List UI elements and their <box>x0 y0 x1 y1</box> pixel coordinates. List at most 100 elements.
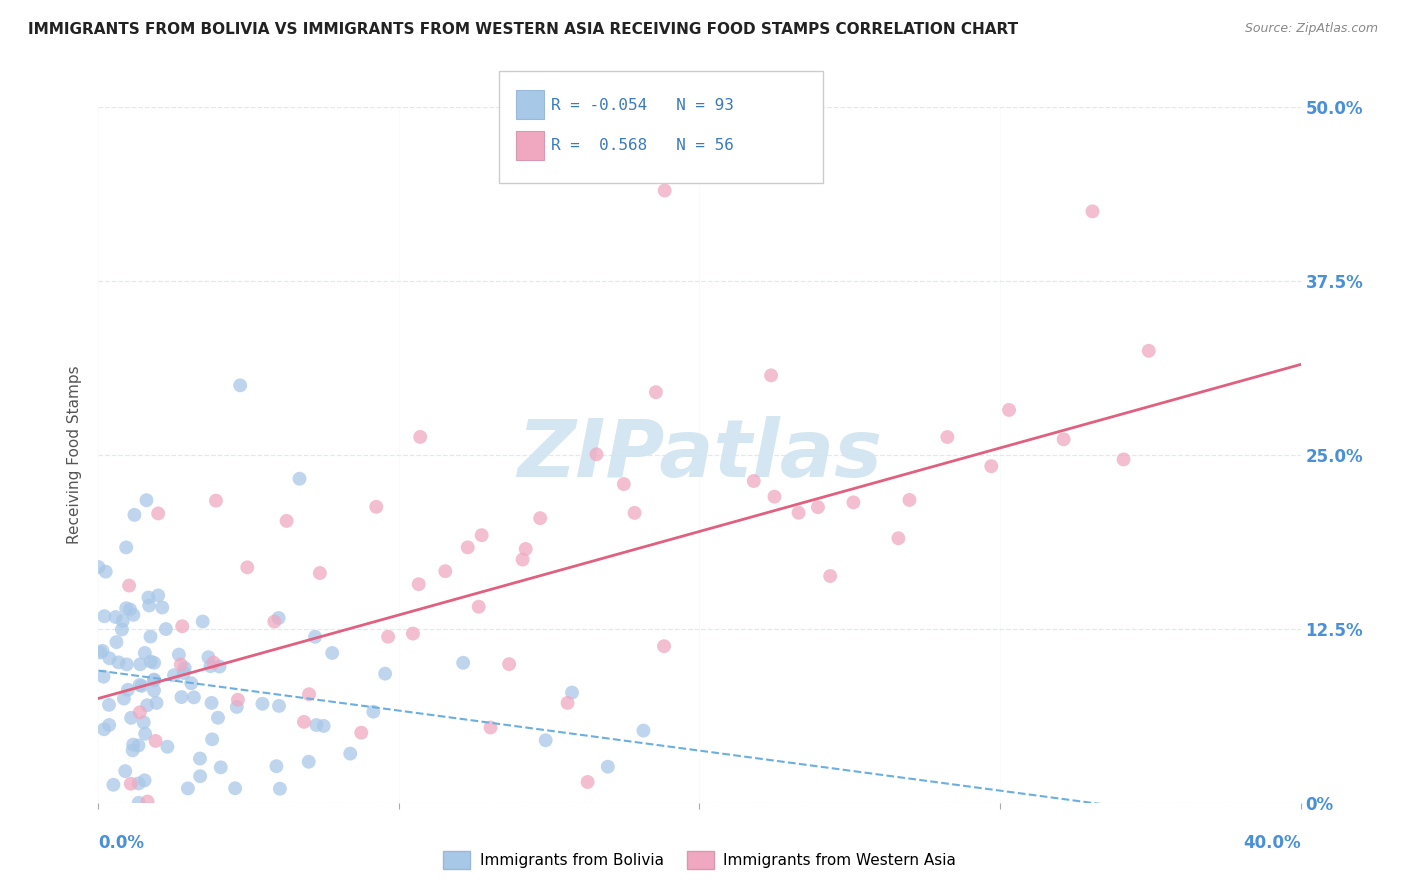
Point <box>172 619 194 633</box>
Point <box>134 646 156 660</box>
Point <box>138 599 160 613</box>
Point <box>205 493 228 508</box>
Point <box>298 687 321 701</box>
Text: 40.0%: 40.0% <box>1243 834 1301 852</box>
Point <box>742 474 765 488</box>
Point <box>150 600 173 615</box>
Point <box>936 430 959 444</box>
Point <box>188 769 211 783</box>
Point <box>498 657 520 672</box>
Point <box>145 696 167 710</box>
Point <box>1112 452 1135 467</box>
Point <box>173 666 195 681</box>
Point <box>363 705 385 719</box>
Point <box>1137 343 1160 358</box>
Point <box>980 459 1002 474</box>
Point <box>124 508 146 522</box>
Point <box>479 721 502 735</box>
Point <box>115 657 138 672</box>
Point <box>111 614 134 628</box>
Point <box>321 646 343 660</box>
Point <box>167 648 190 662</box>
Point <box>134 773 156 788</box>
Point <box>269 781 291 796</box>
Point <box>142 673 165 687</box>
Point <box>120 777 142 791</box>
Point <box>139 630 162 644</box>
Point <box>111 623 134 637</box>
Point <box>173 661 195 675</box>
Point <box>652 639 675 653</box>
Point <box>818 569 841 583</box>
Point <box>93 723 115 737</box>
Point <box>451 656 474 670</box>
Point <box>122 607 145 622</box>
Point <box>134 727 156 741</box>
Text: 0.0%: 0.0% <box>98 834 145 852</box>
Point <box>112 691 135 706</box>
Point <box>276 514 298 528</box>
Point <box>138 591 160 605</box>
Point <box>596 760 619 774</box>
Point <box>143 656 166 670</box>
Point <box>163 668 186 682</box>
Text: R =  0.568   N = 56: R = 0.568 N = 56 <box>551 138 734 153</box>
Point <box>613 477 636 491</box>
Point <box>122 738 145 752</box>
Point <box>236 560 259 574</box>
Point <box>155 622 177 636</box>
Point <box>409 430 432 444</box>
Point <box>87 560 110 574</box>
Point <box>534 733 557 747</box>
Point <box>209 760 232 774</box>
Point <box>807 500 830 515</box>
Point <box>225 700 247 714</box>
Point <box>135 493 157 508</box>
Point <box>202 656 225 670</box>
Point <box>131 679 153 693</box>
Point <box>128 705 150 719</box>
Point <box>226 692 249 706</box>
Point <box>457 541 479 555</box>
Point <box>267 611 290 625</box>
Point <box>374 666 396 681</box>
Text: IMMIGRANTS FROM BOLIVIA VS IMMIGRANTS FROM WESTERN ASIA RECEIVING FOOD STAMPS CO: IMMIGRANTS FROM BOLIVIA VS IMMIGRANTS FR… <box>28 22 1018 37</box>
Point <box>114 764 136 778</box>
Point <box>93 670 115 684</box>
Y-axis label: Receiving Food Stamps: Receiving Food Stamps <box>67 366 83 544</box>
Point <box>252 697 274 711</box>
Point <box>127 739 149 753</box>
Point <box>191 615 214 629</box>
Point <box>561 685 583 699</box>
Point <box>645 385 668 400</box>
Point <box>136 698 159 713</box>
Point <box>229 378 252 392</box>
Point <box>136 795 159 809</box>
Point <box>115 601 138 615</box>
Point <box>763 490 786 504</box>
Point <box>898 492 921 507</box>
Point <box>207 711 229 725</box>
Point <box>98 651 121 665</box>
Point <box>312 719 335 733</box>
Text: R = -0.054   N = 93: R = -0.054 N = 93 <box>551 98 734 112</box>
Point <box>292 714 315 729</box>
Point <box>267 698 290 713</box>
Point <box>120 711 142 725</box>
Point <box>200 696 222 710</box>
Point <box>305 718 328 732</box>
Point <box>288 472 311 486</box>
Point <box>304 630 326 644</box>
Point <box>557 696 579 710</box>
Point <box>98 698 121 712</box>
Point <box>143 673 166 688</box>
Point <box>512 552 534 566</box>
Point <box>197 650 219 665</box>
Point <box>787 506 810 520</box>
Point <box>188 751 211 765</box>
Point <box>128 776 150 790</box>
Point <box>585 447 607 461</box>
Point <box>129 657 152 672</box>
Point <box>128 678 150 692</box>
Point <box>529 511 551 525</box>
